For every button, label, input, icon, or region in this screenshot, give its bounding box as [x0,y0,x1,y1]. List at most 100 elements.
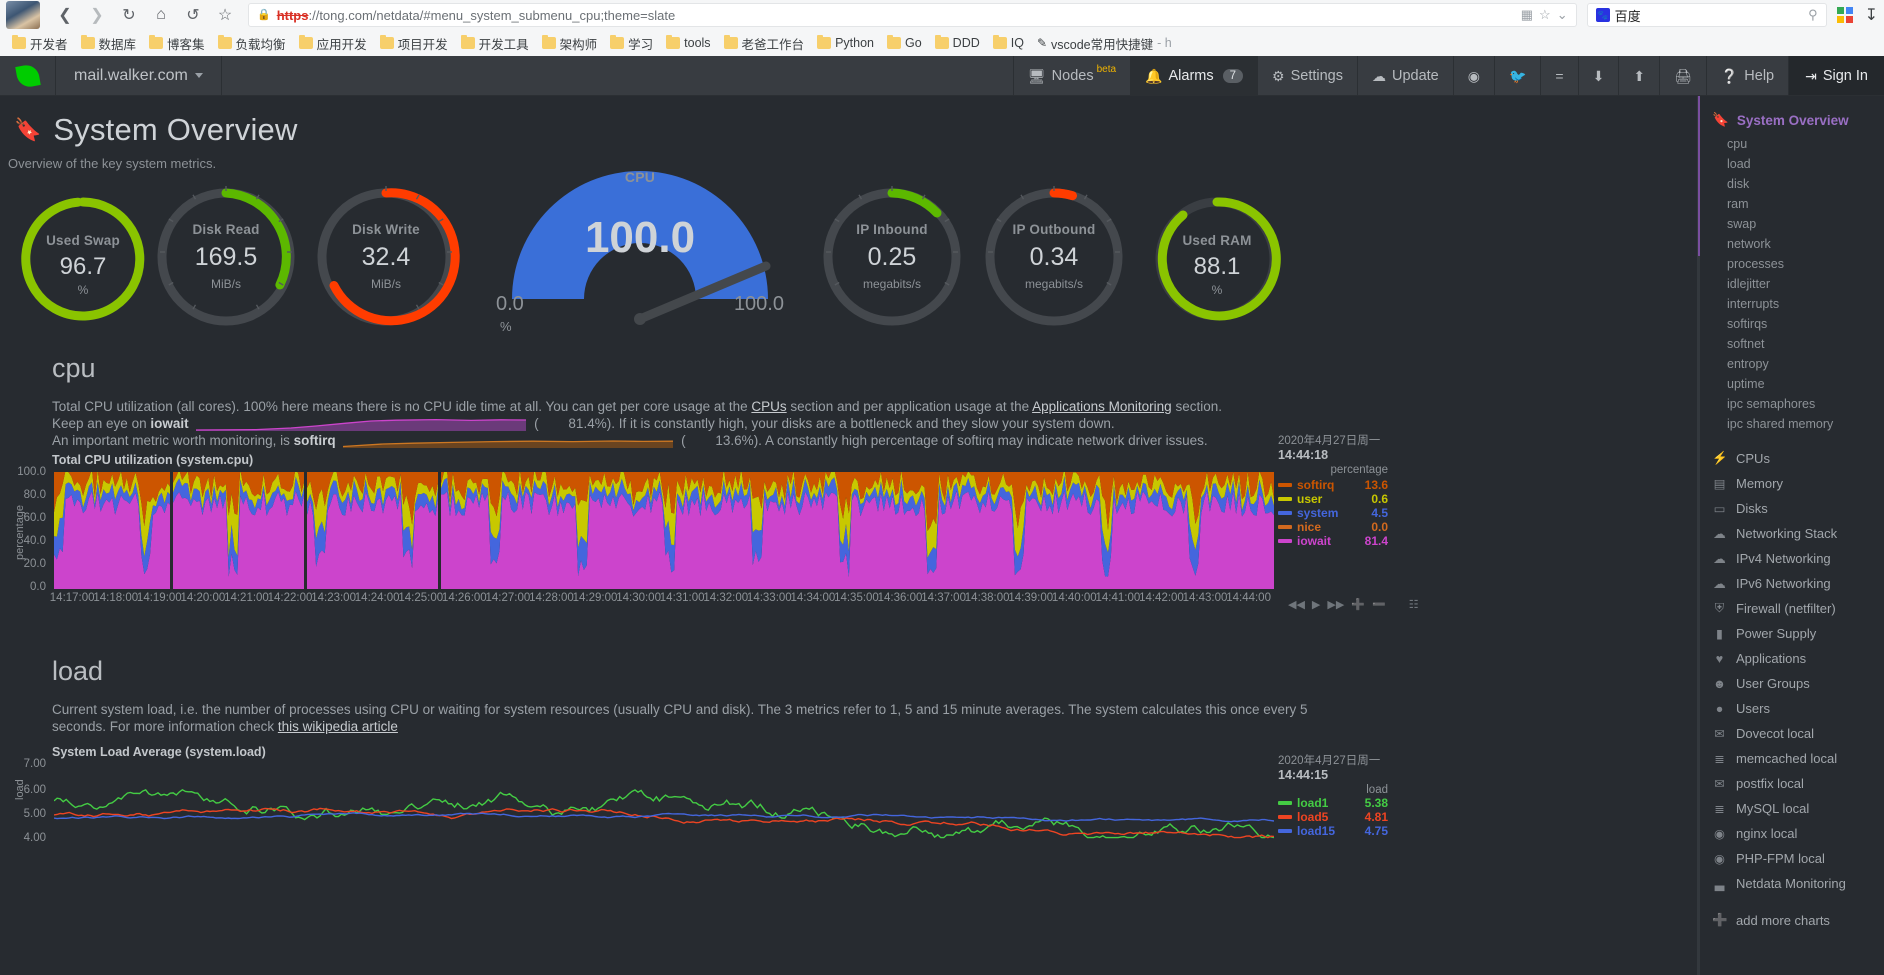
link-applications-monitoring[interactable]: Applications Monitoring [1032,399,1172,414]
sidebar-item-cpus[interactable]: ⚡ CPUs [1698,446,1884,471]
legend-row[interactable]: user 0.6 [1278,492,1388,506]
chevron-down-icon[interactable]: ⌄ [1556,7,1568,22]
nav-item-update[interactable]: ☁ Update [1356,56,1453,95]
profile-avatar[interactable] [6,1,40,29]
chart-plot-area-load[interactable] [54,764,1274,844]
sidebar-subitem-disk[interactable]: disk [1727,177,1750,191]
sidebar-subitem-cpu[interactable]: cpu [1727,137,1748,151]
apps-grid-icon[interactable] [1836,7,1853,23]
bookmark-item[interactable]: Go [881,34,928,52]
sidebar-item-user-groups[interactable]: ☻ User Groups [1698,671,1884,696]
sidebar-item-ipv6-networking[interactable]: ☁ IPv6 Networking [1698,571,1884,596]
qr-code-icon[interactable]: ▦ [1520,7,1534,22]
sidebar-scrollbar-thumb[interactable] [1698,96,1700,256]
sidebar-subitem-ipc-semaphores[interactable]: ipc semaphores [1727,397,1816,411]
bookmark-item[interactable]: 博客集 [143,32,211,55]
bookmark-item[interactable]: DDD [929,34,986,52]
bookmark-item[interactable]: IQ [987,34,1030,52]
sidebar-subitem-uptime[interactable]: uptime [1727,377,1765,391]
bookmark-item[interactable]: 开发工具 [455,32,535,55]
sidebar-subitem-idlejitter[interactable]: idlejitter [1727,277,1771,291]
history-icon[interactable]: ↺ [186,7,200,24]
sidebar-subitem-processes[interactable]: processes [1727,257,1784,271]
gauge-disk-write[interactable]: Disk Write 32.4 MiB/s [312,167,460,327]
resize-icon[interactable]: ☷ [1408,599,1419,611]
bookmark-item[interactable]: 学习 [604,32,659,55]
bookmark-item[interactable]: 老爸工作台 [718,32,811,55]
forward-icon[interactable]: ▶▶ [1327,599,1345,611]
forward-arrow-icon[interactable]: ❯ [90,7,104,24]
nav-item-nodes[interactable]: 🖥 Nodes beta [1012,56,1130,95]
gauge-ip-inbound[interactable]: IP Inbound 0.25 megabits/s [818,167,966,327]
sidebar-item-postfix-local[interactable]: ✉ postfix local [1698,771,1884,796]
bookmark-item-vscode[interactable]: ✎ vscode常用快捷键 - h [1031,32,1178,55]
reload-icon[interactable]: ↻ [122,7,136,24]
chart-plot-area[interactable] [54,472,1274,589]
nav-item-print[interactable]: 🖨 [1659,56,1706,95]
home-icon[interactable]: ⌂ [156,6,166,23]
link-cpus[interactable]: CPUs [751,399,787,414]
legend-row[interactable]: softirq 13.6 [1278,478,1388,492]
legend-row[interactable]: nice 0.0 [1278,520,1388,534]
sidebar-scrollbar-track[interactable] [1698,96,1700,975]
download-icon[interactable]: ↧ [1864,7,1878,24]
sidebar-subitem-ram[interactable]: ram [1727,197,1749,211]
bookmark-item[interactable]: 负载均衡 [212,32,292,55]
address-bar[interactable]: 🔒 https://tong.com/netdata/#menu_system_… [248,3,1577,27]
sidebar-item-ipv4-networking[interactable]: ☁ IPv4 Networking [1698,546,1884,571]
sidebar-item-networking-stack[interactable]: ☁ Networking Stack [1698,521,1884,546]
sidebar-subitem-network[interactable]: network [1727,237,1771,251]
gauge-used-ram[interactable]: Used RAM 88.1 % [1142,183,1292,329]
link-wikipedia-article[interactable]: this wikipedia article [277,719,398,734]
sidebar-item-memory[interactable]: ▤ Memory [1698,471,1884,496]
search-input[interactable]: 🐾 百度 ⚲ [1586,3,1827,27]
gauge-used-swap[interactable]: Used Swap 96.7 % [8,183,158,329]
gauge-cpu[interactable]: CPU 100.0 0.0 % 100.0 [490,169,790,343]
chart-system-cpu[interactable]: percentage 100.0 80.0 60.0 40.0 20.0 0.0… [0,435,1697,628]
rewind-icon[interactable]: ◀◀ [1288,599,1305,611]
sidebar-item-dovecot-local[interactable]: ✉ Dovecot local [1698,721,1884,746]
legend-row[interactable]: load5 4.81 [1278,810,1388,824]
sidebar-item-add-more-charts[interactable]: ➕ add more charts [1698,908,1884,933]
gauge-ip-outbound[interactable]: IP Outbound 0.34 megabits/s [980,167,1128,327]
bookmark-item[interactable]: tools [660,34,716,52]
sidebar-subitem-softnet[interactable]: softnet [1727,337,1765,351]
bookmark-item[interactable]: 开发者 [6,32,74,55]
zoom-in-icon[interactable]: ➕ [1351,599,1366,611]
hostname-dropdown[interactable]: mail.walker.com [56,56,222,95]
nav-item-github[interactable]: ◉ [1452,56,1494,95]
star-icon[interactable]: ☆ [217,7,233,24]
sidebar-item-disks[interactable]: ▭ Disks [1698,496,1884,521]
legend-row[interactable]: load15 4.75 [1278,824,1388,838]
sidebar-item-users[interactable]: ● Users [1698,696,1884,721]
sidebar-item-applications[interactable]: ♥ Applications [1698,646,1884,671]
sidebar-item-php-fpm-local[interactable]: ◉ PHP-FPM local [1698,846,1884,871]
sidebar-subitem-interrupts[interactable]: interrupts [1727,297,1780,311]
legend-row[interactable]: iowait 81.4 [1278,534,1388,548]
sidebar-subitem-entropy[interactable]: entropy [1727,357,1769,371]
legend-row[interactable]: load1 5.38 [1278,796,1388,810]
play-icon[interactable]: ▶ [1311,599,1321,611]
bookmark-item[interactable]: 应用开发 [293,32,373,55]
nav-item-facebook[interactable]: = [1540,56,1577,95]
sidebar-item-mysql-local[interactable]: ≣ MySQL local [1698,796,1884,821]
sidebar-subitem-swap[interactable]: swap [1727,217,1757,231]
nav-item-settings[interactable]: ⚙ Settings [1257,56,1357,95]
right-sidebar[interactable]: 🔖 System Overview cpu load disk ram swap netw… [1697,96,1884,975]
sidebar-subitem-load[interactable]: load [1727,157,1751,171]
sidebar-item-power-supply[interactable]: ▮ Power Supply [1698,621,1884,646]
bookmark-item[interactable]: 架构师 [536,32,604,55]
bookmark-item[interactable]: Python [811,34,880,52]
star-icon[interactable]: ☆ [1539,7,1551,22]
nav-item-twitter[interactable]: 🐦 [1493,56,1540,95]
sidebar-item-firewall-netfilter[interactable]: ⛨ Firewall (netfilter) [1698,596,1884,621]
nav-item-alarms[interactable]: 🔔 Alarms 7 [1130,56,1258,95]
nav-item-import[interactable]: ⬇ [1577,56,1619,95]
chart-system-load[interactable]: load 7.00 6.00 5.00 4.00 2020年4月27日周一 14… [0,755,1697,850]
sidebar-item-system-overview[interactable]: 🔖 System Overview [1698,110,1884,134]
sidebar-subitem-softirqs[interactable]: softirqs [1727,317,1768,331]
nav-item-export[interactable]: ⬆ [1618,56,1659,95]
sign-in-button[interactable]: ⇥ Sign In [1788,56,1884,95]
chart-controls[interactable]: ◀◀ ▶ ▶▶ ➕ ➖ ☷ [1288,598,1419,611]
nav-item-help[interactable]: ❔ Help [1705,56,1788,95]
